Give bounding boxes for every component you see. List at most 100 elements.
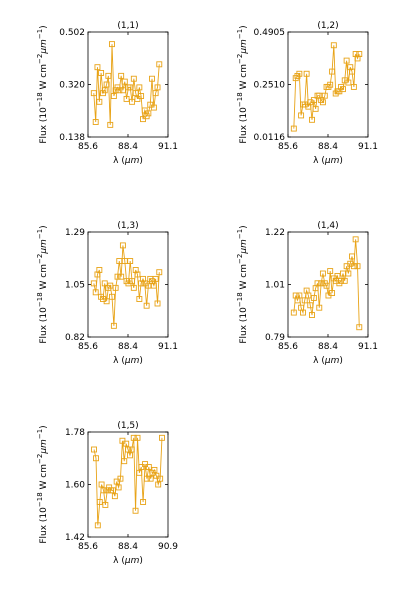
data-point: [121, 78, 128, 85]
data-point: [152, 275, 159, 282]
y-tick-label: 0.4905: [254, 28, 286, 38]
data-point: [130, 75, 137, 82]
data-point: [296, 70, 303, 77]
x-tick-label: 91.1: [358, 342, 378, 352]
data-point: [316, 304, 323, 311]
data-point: [316, 92, 323, 99]
data-point: [349, 68, 355, 75]
data-point: [159, 434, 165, 441]
data-point: [298, 112, 305, 119]
panel-title: (1,2): [317, 21, 338, 31]
panel-3: (1,3) 85.6 88.4 91.1 0.82 1.05 1.29 λ (μm) Flux …: [36, 221, 178, 366]
data-point: [102, 501, 109, 508]
data-point: [92, 119, 99, 125]
data-point: [156, 61, 163, 68]
data-point: [105, 72, 112, 79]
data-point: [350, 83, 357, 90]
panel-title: (1,1): [117, 21, 138, 31]
x-tick-label: 91.1: [358, 142, 378, 152]
data-point: [132, 267, 139, 273]
data-point: [323, 282, 330, 289]
data-point: [96, 267, 103, 273]
x-axis-label: λ (μm): [113, 356, 143, 366]
data-point: [309, 312, 315, 318]
data-point: [93, 455, 99, 462]
y-tick-label: 1.01: [265, 281, 285, 291]
x-tick-label: 88.4: [318, 142, 338, 152]
y-tick-label: 0.82: [65, 333, 85, 343]
x-tick-label: 88.4: [118, 542, 138, 552]
y-axis-label: Flux (10−18 W cm−2μm−1): [236, 25, 249, 143]
y-tick-label: 1.78: [65, 428, 85, 438]
x-tick-label: 85.6: [78, 542, 98, 552]
data-point: [136, 469, 143, 476]
data-point: [103, 298, 110, 305]
data-point: [91, 446, 97, 453]
data-point: [290, 309, 297, 316]
data-point: [310, 294, 317, 301]
x-axis-label: λ (μm): [113, 156, 143, 166]
data-point: [305, 103, 312, 110]
data-point: [130, 284, 137, 291]
data-point: [157, 475, 164, 482]
data-point: [110, 93, 117, 99]
data-point: [118, 72, 125, 79]
y-axis-label: Flux (10−18 W cm−2μm−1): [36, 225, 49, 343]
data-point: [96, 499, 103, 505]
data-point: [338, 277, 345, 284]
y-tick-label: 1.05: [65, 281, 85, 291]
data-point: [341, 277, 348, 284]
y-axis-label: Flux (10−18 W cm−2μm−1): [36, 425, 49, 543]
data-point: [156, 269, 163, 276]
data-point: [145, 110, 152, 117]
x-tick-label: 91.1: [158, 342, 178, 352]
data-point: [115, 484, 122, 491]
x-tick-label: 90.9: [158, 542, 178, 552]
panel-1: (1,1) 85.6 88.4 91.1 0.138 0.320 0.502 λ (μm) Fl…: [36, 21, 178, 166]
panel-title: (1,5): [117, 421, 138, 431]
data-point: [127, 452, 133, 459]
x-axis-label: λ (μm): [313, 156, 343, 166]
panel-2: (1,2) 85.6 88.4 91.1 0.0116 0.2510 0.4905 λ (μm…: [236, 21, 378, 166]
y-tick-label: 0.79: [265, 333, 285, 343]
data-point: [138, 93, 145, 99]
data-point: [128, 446, 135, 453]
data-point: [123, 440, 130, 447]
data-point: [129, 278, 136, 285]
y-tick-label: 1.29: [65, 228, 85, 238]
data-point: [143, 475, 150, 482]
series-line: [293, 45, 360, 129]
x-tick-label: 85.6: [78, 342, 98, 352]
data-point: [150, 104, 157, 111]
data-point: [94, 271, 101, 278]
data-point: [101, 87, 108, 94]
data-point: [345, 270, 352, 277]
data-point: [127, 84, 134, 91]
data-point: [352, 51, 359, 57]
data-point: [347, 64, 354, 71]
data-point: [98, 481, 105, 488]
panel-5: (1,5) 85.6 88.4 90.9 1.42 1.60 1.78 λ (μm) Flux …: [36, 421, 178, 566]
x-tick-label: 85.6: [278, 342, 298, 352]
data-point: [107, 121, 114, 128]
data-point: [123, 95, 130, 102]
x-tick-label: 88.4: [318, 342, 338, 352]
data-point: [145, 282, 152, 289]
data-point: [310, 97, 317, 104]
data-point: [343, 57, 350, 64]
data-point: [149, 75, 155, 82]
data-point: [352, 236, 359, 243]
data-point: [327, 268, 334, 275]
data-point: [154, 300, 161, 307]
panel-4: (1,4) 85.6 88.4 91.1 0.79 1.01 1.22 λ (μm) Flux …: [236, 221, 378, 366]
data-point: [90, 280, 97, 287]
data-point: [101, 280, 108, 287]
y-tick-label: 1.22: [265, 228, 285, 238]
data-point: [119, 87, 126, 94]
data-point: [354, 263, 361, 270]
data-point: [118, 273, 125, 280]
data-point: [111, 493, 118, 500]
x-tick-label: 88.4: [118, 342, 138, 352]
data-point: [112, 284, 119, 291]
data-point: [329, 290, 336, 296]
